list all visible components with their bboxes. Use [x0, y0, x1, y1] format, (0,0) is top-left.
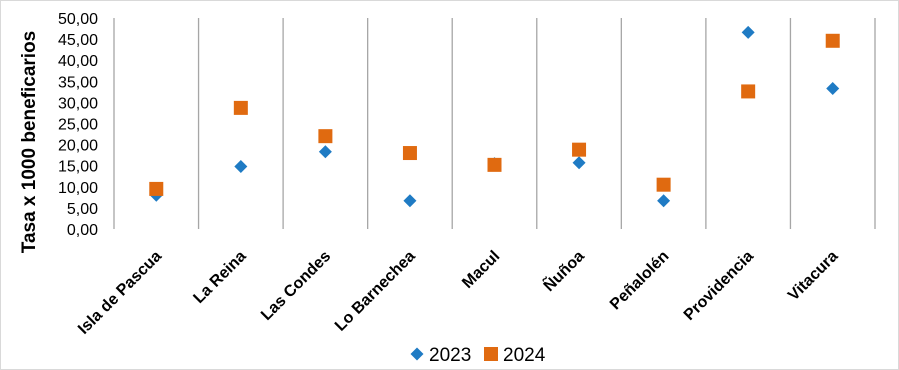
x-tick-label: Peñalolén: [607, 248, 672, 313]
legend-label: 2023: [429, 345, 471, 366]
legend-marker-2023: [410, 347, 424, 361]
legend[interactable]: 2023 2024: [410, 345, 546, 366]
y-tick-label: 15,00: [58, 159, 98, 176]
data-point-2023: [403, 194, 417, 208]
data-point-2024: [487, 157, 502, 172]
y-tick-label: 45,00: [58, 32, 98, 49]
y-tick-label: 30,00: [58, 95, 98, 112]
y-tick-label: 0,00: [67, 222, 98, 239]
x-tick-label: Providencia: [681, 248, 757, 324]
data-point-2023: [572, 156, 586, 170]
y-tick-label: 35,00: [58, 74, 98, 91]
x-tick-label: Vitacura: [785, 248, 842, 305]
data-point-2024: [402, 146, 417, 161]
data-point-2024: [572, 142, 587, 157]
data-point-2023: [234, 160, 248, 174]
y-axis-title: Tasa x 1000 beneficarios: [19, 31, 40, 254]
data-point-2023: [741, 25, 755, 39]
x-tick-label: La Reina: [190, 248, 249, 307]
legend-label: 2024: [503, 345, 546, 366]
data-point-2024: [656, 177, 671, 192]
y-tick-label: 25,00: [58, 117, 98, 134]
grid-layer: [113, 18, 876, 229]
legend-marker-2024: [484, 347, 498, 361]
axis-layer: 0,00 5,00 10,00 15,00 20,00 25,00 30,00 35,00 40…: [58, 11, 842, 338]
x-tick-label: Macul: [459, 248, 503, 292]
data-point-2023: [826, 81, 840, 95]
data-point-2023: [318, 145, 332, 159]
y-tick-label: 10,00: [58, 180, 98, 197]
y-tick-label: 50,00: [58, 11, 98, 28]
data-point-2024: [741, 84, 756, 99]
x-tick-label: Lo Barnechea: [332, 248, 419, 335]
marks-layer: [149, 25, 840, 208]
y-tick-label: 5,00: [67, 201, 98, 218]
data-point-2024: [149, 181, 164, 196]
y-tick-label: 40,00: [58, 53, 98, 70]
x-tick-label: Isla de Pascua: [75, 248, 165, 338]
data-point-2023: [657, 194, 671, 208]
data-point-2024: [318, 129, 333, 144]
data-point-2024: [825, 33, 840, 48]
data-point-2024: [233, 100, 248, 115]
x-tick-label: Las Condes: [258, 248, 334, 324]
y-tick-label: 20,00: [58, 138, 98, 155]
x-tick-label: Ñuñoa: [539, 246, 588, 295]
